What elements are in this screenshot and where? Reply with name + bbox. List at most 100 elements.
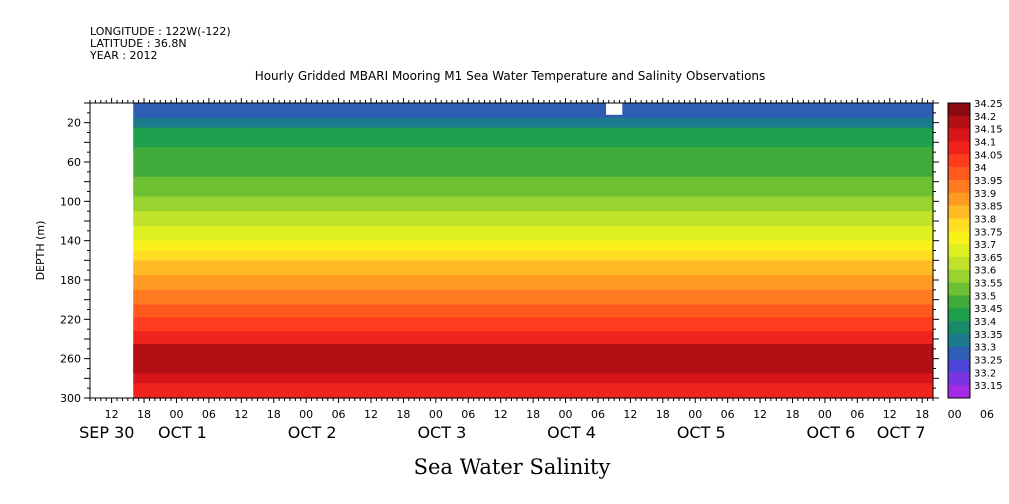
salinity-band (133, 289, 933, 306)
x-hour-tick-label: 00 (818, 408, 832, 421)
colorbar-swatch (948, 192, 970, 206)
salinity-band (133, 331, 933, 345)
x-hour-tick-label: 00 (429, 408, 443, 421)
colorbar-swatch (948, 141, 970, 155)
x-hour-tick-label: 06 (332, 408, 346, 421)
colorbar-swatch (948, 103, 970, 117)
colorbar-swatch (948, 385, 970, 399)
y-tick-label: 140 (60, 235, 81, 248)
x-hour-tick-label: 18 (786, 408, 800, 421)
y-tick-label: 20 (67, 117, 81, 130)
salinity-band (133, 240, 933, 252)
x-hour-tick-label: 06 (202, 408, 216, 421)
x-day-label: OCT 2 (288, 423, 337, 442)
colorbar-swatch (948, 128, 970, 142)
colorbar-label: 33.75 (974, 227, 1003, 238)
x-hour-tick-label: 00 (688, 408, 702, 421)
salinity-band (133, 317, 933, 332)
colorbar-swatch (948, 359, 970, 373)
x-hour-tick-label: 18 (267, 408, 281, 421)
colorbar-label: 34.15 (974, 125, 1003, 136)
colorbar-label: 33.4 (974, 317, 996, 328)
salinity-band (133, 225, 933, 242)
colorbar-swatch (948, 167, 970, 181)
x-hour-tick-label: 18 (526, 408, 540, 421)
colorbar-label: 34 (974, 163, 987, 174)
x-hour-tick-label: 12 (234, 408, 248, 421)
x-day-label: OCT 6 (807, 423, 856, 442)
year-label: YEAR : 2012 (90, 49, 158, 62)
colorbar-label: 34.2 (974, 112, 996, 123)
x-hour-tick-label: 00 (299, 408, 313, 421)
x-hour-tick-label: 06 (850, 408, 864, 421)
x-day-label: OCT 3 (417, 423, 466, 442)
salinity-band (133, 250, 933, 261)
colorbar-label: 33.35 (974, 330, 1003, 341)
colorbar-label: 33.25 (974, 356, 1003, 367)
salinity-core (133, 343, 933, 374)
x-hour-tick-label: 06 (721, 408, 735, 421)
x-day-label: OCT 7 (877, 423, 926, 442)
x-day-label: OCT 5 (677, 423, 726, 442)
colorbar-swatch (948, 179, 970, 194)
colorbar-label: 33.8 (974, 214, 996, 225)
salinity-band (133, 275, 933, 291)
colorbar-label: 33.3 (974, 343, 996, 354)
axes: 12 18 00 06 12 18 00 06 12 18 00 06 12 18 00 06 12 18 00 06… (34, 98, 994, 442)
latitude-label: LATITUDE : 36.8N (90, 37, 187, 50)
salinity-band (133, 260, 933, 276)
x-hour-tick-label: 12 (364, 408, 378, 421)
plot-area (90, 103, 933, 399)
colorbar-swatch (948, 333, 970, 347)
x-hour-tick-label: 18 (396, 408, 410, 421)
salinity-band (133, 103, 933, 119)
colorbar-label: 33.9 (974, 189, 996, 200)
x-hour-tick-label: 12 (623, 408, 637, 421)
x-day-label: OCT 1 (158, 423, 207, 442)
y-tick-label: 100 (60, 195, 81, 208)
x-hour-tick-label: 06 (591, 408, 605, 421)
x-hour-tick-label: 00 (948, 408, 962, 421)
x-day-label: SEP 30 (79, 423, 134, 442)
x-hour-tick-label: 18 (137, 408, 151, 421)
colorbar-label: 33.7 (974, 240, 996, 251)
colorbar-swatch (948, 372, 970, 386)
colorbar-swatch (948, 346, 970, 360)
chart-title: Hourly Gridded MBARI Mooring M1 Sea Wate… (254, 69, 766, 83)
x-hour-tick-label: 18 (656, 408, 670, 421)
salinity-band (133, 304, 933, 318)
colorbar-label: 33.65 (974, 253, 1003, 264)
x-hour-tick-label: 00 (559, 408, 573, 421)
x-hour-tick-label: 00 (169, 408, 183, 421)
colorbar-label: 33.95 (974, 176, 1003, 187)
colorbar-swatch (948, 205, 970, 219)
colorbar-label: 33.55 (974, 279, 1003, 290)
colorbar-label: 33.45 (974, 304, 1003, 315)
colorbar-swatch (948, 154, 970, 168)
x-hour-tick-label: 12 (883, 408, 897, 421)
missing-data-gap (606, 103, 623, 115)
colorbar-swatch (948, 308, 970, 322)
colorbar-label: 33.5 (974, 291, 996, 302)
longitude-label: LONGITUDE : 122W(-122) (90, 25, 231, 38)
colorbar-swatch (948, 115, 970, 129)
y-tick-label: 60 (67, 156, 81, 169)
colorbar-swatch (948, 256, 970, 271)
x-hour-tick-label: 12 (494, 408, 508, 421)
colorbar-label: 34.05 (974, 150, 1003, 161)
x-hour-tick-label: 12 (105, 408, 119, 421)
y-tick-label: 180 (60, 274, 81, 287)
salinity-band (133, 176, 933, 198)
y-tick-label: 260 (60, 353, 81, 366)
colorbar-label: 33.85 (974, 202, 1003, 213)
colorbar: 34.2534.234.1534.134.053433.9533.933.853… (947, 99, 1003, 399)
colorbar-frame (947, 102, 971, 399)
colorbar-swatch (948, 269, 970, 283)
y-tick-label: 300 (60, 392, 81, 405)
variable-label: Sea Water Salinity (413, 455, 611, 479)
colorbar-label: 33.15 (974, 381, 1003, 392)
x-hour-tick-label: 06 (980, 408, 994, 421)
colorbar-swatch (948, 295, 970, 309)
colorbar-label: 34.25 (974, 99, 1003, 110)
